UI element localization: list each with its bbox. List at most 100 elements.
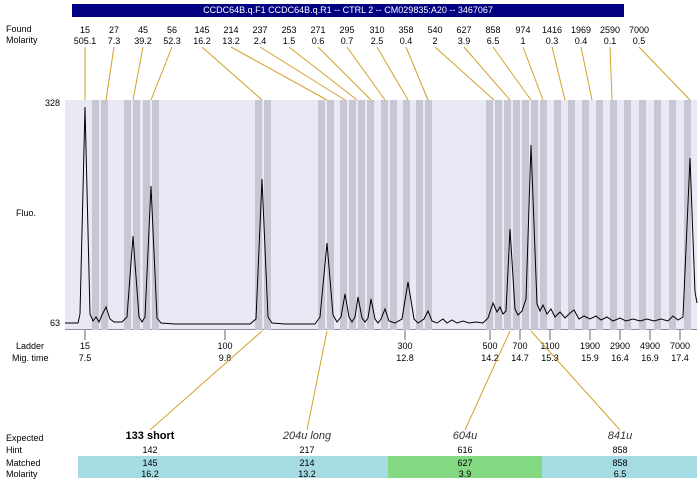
peak-marker-bar	[669, 100, 676, 330]
peak-marker-bar	[349, 100, 356, 330]
peak-molarity: 13.2	[222, 36, 240, 46]
peak-size: 2590	[599, 25, 621, 35]
found-row-label: Found	[6, 24, 32, 34]
peak-connector-line	[105, 46, 115, 101]
peak-size: 1969	[570, 25, 592, 35]
molarity-value: 13.2	[298, 469, 316, 479]
y-axis-title: Fluo.	[16, 208, 37, 218]
peak-connector-line	[492, 46, 532, 101]
found-peak-label: 214 13.2	[222, 25, 240, 47]
matched-strip-highlight	[388, 456, 542, 467]
peak-size: 858	[485, 25, 501, 35]
peak-molarity: 2	[432, 36, 438, 46]
peak-marker-bar	[390, 100, 397, 330]
expected-name: 604u	[452, 430, 478, 442]
ladder-time-label: 14.7	[511, 353, 529, 363]
peak-size: 237	[252, 25, 268, 35]
peak-molarity: 52.3	[163, 36, 181, 46]
peak-marker-bar	[381, 100, 388, 330]
peak-marker-bar	[513, 100, 520, 330]
matched-value: 627	[457, 458, 473, 468]
peak-marker-bar	[367, 100, 374, 330]
peak-marker-bar	[522, 100, 529, 330]
molarity-value: 3.9	[458, 469, 472, 479]
peak-molarity: 1	[520, 36, 526, 46]
peak-marker-bar	[101, 100, 108, 330]
peak-marker-bar	[255, 100, 262, 330]
peak-size: 27	[108, 25, 120, 35]
found-peak-label: 1416 0.3	[542, 25, 562, 47]
ladder-time-label: 15.3	[541, 353, 559, 363]
ladder-size-label: 7000	[669, 341, 691, 351]
expected-name: 841u	[607, 430, 633, 442]
peak-size: 15	[79, 25, 90, 35]
ladder-time-label: 9.8	[218, 353, 232, 363]
found-peak-label: 15 505.1	[74, 25, 97, 47]
peak-size: 295	[339, 25, 355, 35]
y-axis-min-label: 63	[49, 318, 60, 328]
match-connector-line	[306, 330, 328, 431]
found-peak-label: 627 3.9	[456, 25, 471, 47]
peak-marker-bar	[143, 100, 150, 330]
expected-name: 204u long	[282, 430, 332, 442]
peak-connector-line	[259, 46, 346, 101]
ladder-time-label: 12.8	[396, 353, 414, 363]
molarity-bottom-row-label: Molarity	[6, 469, 38, 479]
peak-connector-line	[132, 46, 144, 101]
peak-marker-bar	[318, 100, 325, 330]
found-peak-label: 271 0.6	[310, 25, 325, 47]
peak-marker-bar	[504, 100, 511, 330]
peak-marker-bar	[416, 100, 423, 330]
ladder-row-label: Ladder	[16, 341, 45, 351]
peak-connector-line	[150, 46, 173, 101]
peak-marker-bar	[624, 100, 631, 330]
found-peak-label: 7000 0.5	[629, 25, 649, 47]
peak-marker-bar	[152, 100, 159, 330]
peak-connector-line	[317, 46, 372, 101]
peak-marker-bar	[358, 100, 365, 330]
found-peak-label: 237 2.4	[252, 25, 267, 47]
match-connector-line	[149, 330, 263, 431]
hint-value: 616	[457, 445, 473, 455]
hint-value: 858	[612, 445, 628, 455]
peak-connector-line	[230, 46, 328, 101]
peak-molarity: 0.1	[603, 36, 617, 46]
peak-connector-line	[463, 46, 511, 101]
matched-row-label: Matched	[6, 458, 41, 468]
peak-size: 974	[515, 25, 531, 35]
found-peak-label: 295 0.7	[339, 25, 354, 47]
peak-size: 145	[194, 25, 210, 35]
peak-molarity: 0.6	[311, 36, 325, 46]
ladder-size-label: 1900	[579, 341, 601, 351]
peak-connector-line	[551, 46, 566, 101]
peak-marker-bar	[654, 100, 661, 330]
peak-molarity: 39.2	[134, 36, 152, 46]
ladder-size-label: 2900	[609, 341, 631, 351]
peak-marker-bar	[639, 100, 646, 330]
peak-marker-bar	[582, 100, 589, 330]
matched-value: 145	[142, 458, 158, 468]
peak-marker-bar	[495, 100, 502, 330]
ladder-time-label: 16.9	[641, 353, 659, 363]
found-peak-label: 858 6.5	[485, 25, 500, 47]
peak-molarity: 0.7	[340, 36, 354, 46]
molarity-value: 16.2	[141, 469, 159, 479]
peak-molarity: 2.4	[253, 36, 267, 46]
hint-value: 217	[299, 445, 315, 455]
peak-molarity: 16.2	[193, 36, 211, 46]
peak-connector-line	[434, 46, 495, 101]
peak-molarity: 7.3	[107, 36, 121, 46]
peak-molarity: 0.4	[574, 36, 588, 46]
expected-name: 133 short	[125, 430, 175, 442]
found-peak-label: 1969 0.4	[571, 25, 591, 47]
matched-value: 858	[612, 458, 628, 468]
peak-size: 214	[223, 25, 239, 35]
peak-connector-line	[638, 46, 691, 101]
peak-marker-bar	[554, 100, 561, 330]
molarity-strip	[78, 467, 697, 478]
peak-molarity: 3.9	[457, 36, 471, 46]
peak-molarity: 6.5	[486, 36, 500, 46]
peak-marker-bar	[425, 100, 432, 330]
ladder-time-label: 7.5	[78, 353, 92, 363]
